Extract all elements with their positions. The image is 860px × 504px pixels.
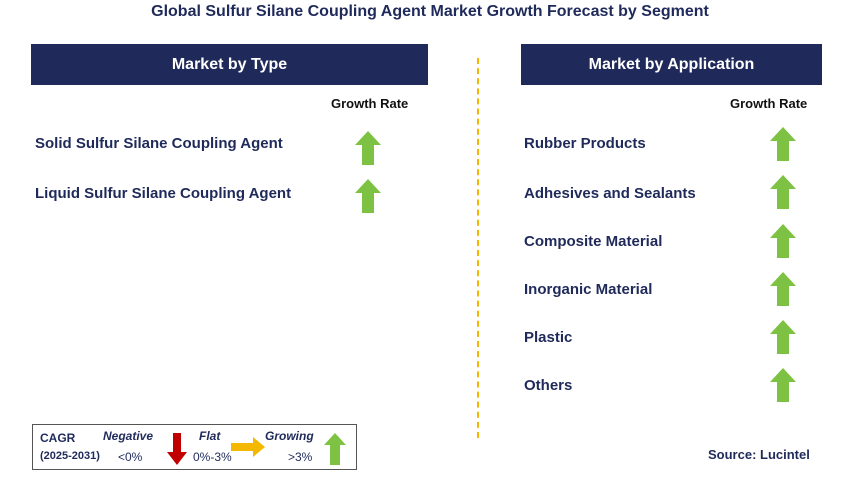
up-arrow-icon xyxy=(770,320,796,354)
up-arrow-icon xyxy=(770,175,796,209)
legend-growing-range: >3% xyxy=(288,450,313,464)
up-arrow-icon xyxy=(770,272,796,306)
right-growth-rate-label: Growth Rate xyxy=(730,96,808,111)
source-note: Source: Lucintel xyxy=(708,447,810,462)
legend-growing-label: Growing xyxy=(265,429,314,443)
application-item-rubber-products: Rubber Products xyxy=(524,135,646,152)
legend-negative-label: Negative xyxy=(103,429,154,443)
application-item-adhesives: Adhesives and Sealants xyxy=(524,185,696,202)
up-arrow-icon xyxy=(770,127,796,161)
market-by-type-header: Market by Type xyxy=(31,44,428,85)
legend-negative-range: <0% xyxy=(118,450,143,464)
down-arrow-icon xyxy=(167,433,187,465)
left-growth-rate-label: Growth Rate xyxy=(331,96,409,111)
legend-flat-label: Flat xyxy=(199,429,221,443)
market-by-application-header-label: Market by Application xyxy=(588,55,755,73)
up-arrow-icon xyxy=(770,368,796,402)
market-by-type-header-label: Market by Type xyxy=(171,55,288,73)
up-arrow-icon xyxy=(355,131,381,165)
legend-cagr-label: CAGR xyxy=(40,431,76,445)
chart-title: Global Sulfur Silane Coupling Agent Mark… xyxy=(151,3,709,20)
application-item-others: Others xyxy=(524,377,573,394)
application-item-inorganic: Inorganic Material xyxy=(524,281,653,298)
up-arrow-icon xyxy=(324,433,346,465)
market-by-application-header: Market by Application xyxy=(521,44,822,85)
right-arrow-icon xyxy=(231,437,265,457)
legend-period: (2025-2031) xyxy=(40,450,100,462)
application-item-plastic: Plastic xyxy=(524,329,573,346)
cagr-legend: CAGR (2025-2031) Negative <0% Flat 0%-3%… xyxy=(32,424,357,470)
legend-flat-range: 0%-3% xyxy=(193,450,232,464)
type-item-solid: Solid Sulfur Silane Coupling Agent xyxy=(35,135,283,152)
up-arrow-icon xyxy=(355,179,381,213)
application-item-composite: Composite Material xyxy=(524,233,663,250)
panel-divider xyxy=(477,58,479,438)
type-item-liquid: Liquid Sulfur Silane Coupling Agent xyxy=(35,185,292,202)
up-arrow-icon xyxy=(770,224,796,258)
